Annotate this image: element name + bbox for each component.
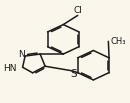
Text: CH₃: CH₃ xyxy=(111,37,126,46)
Text: N: N xyxy=(19,50,25,59)
Text: S: S xyxy=(70,69,77,79)
Text: Cl: Cl xyxy=(73,6,82,15)
Text: HN: HN xyxy=(3,64,17,73)
